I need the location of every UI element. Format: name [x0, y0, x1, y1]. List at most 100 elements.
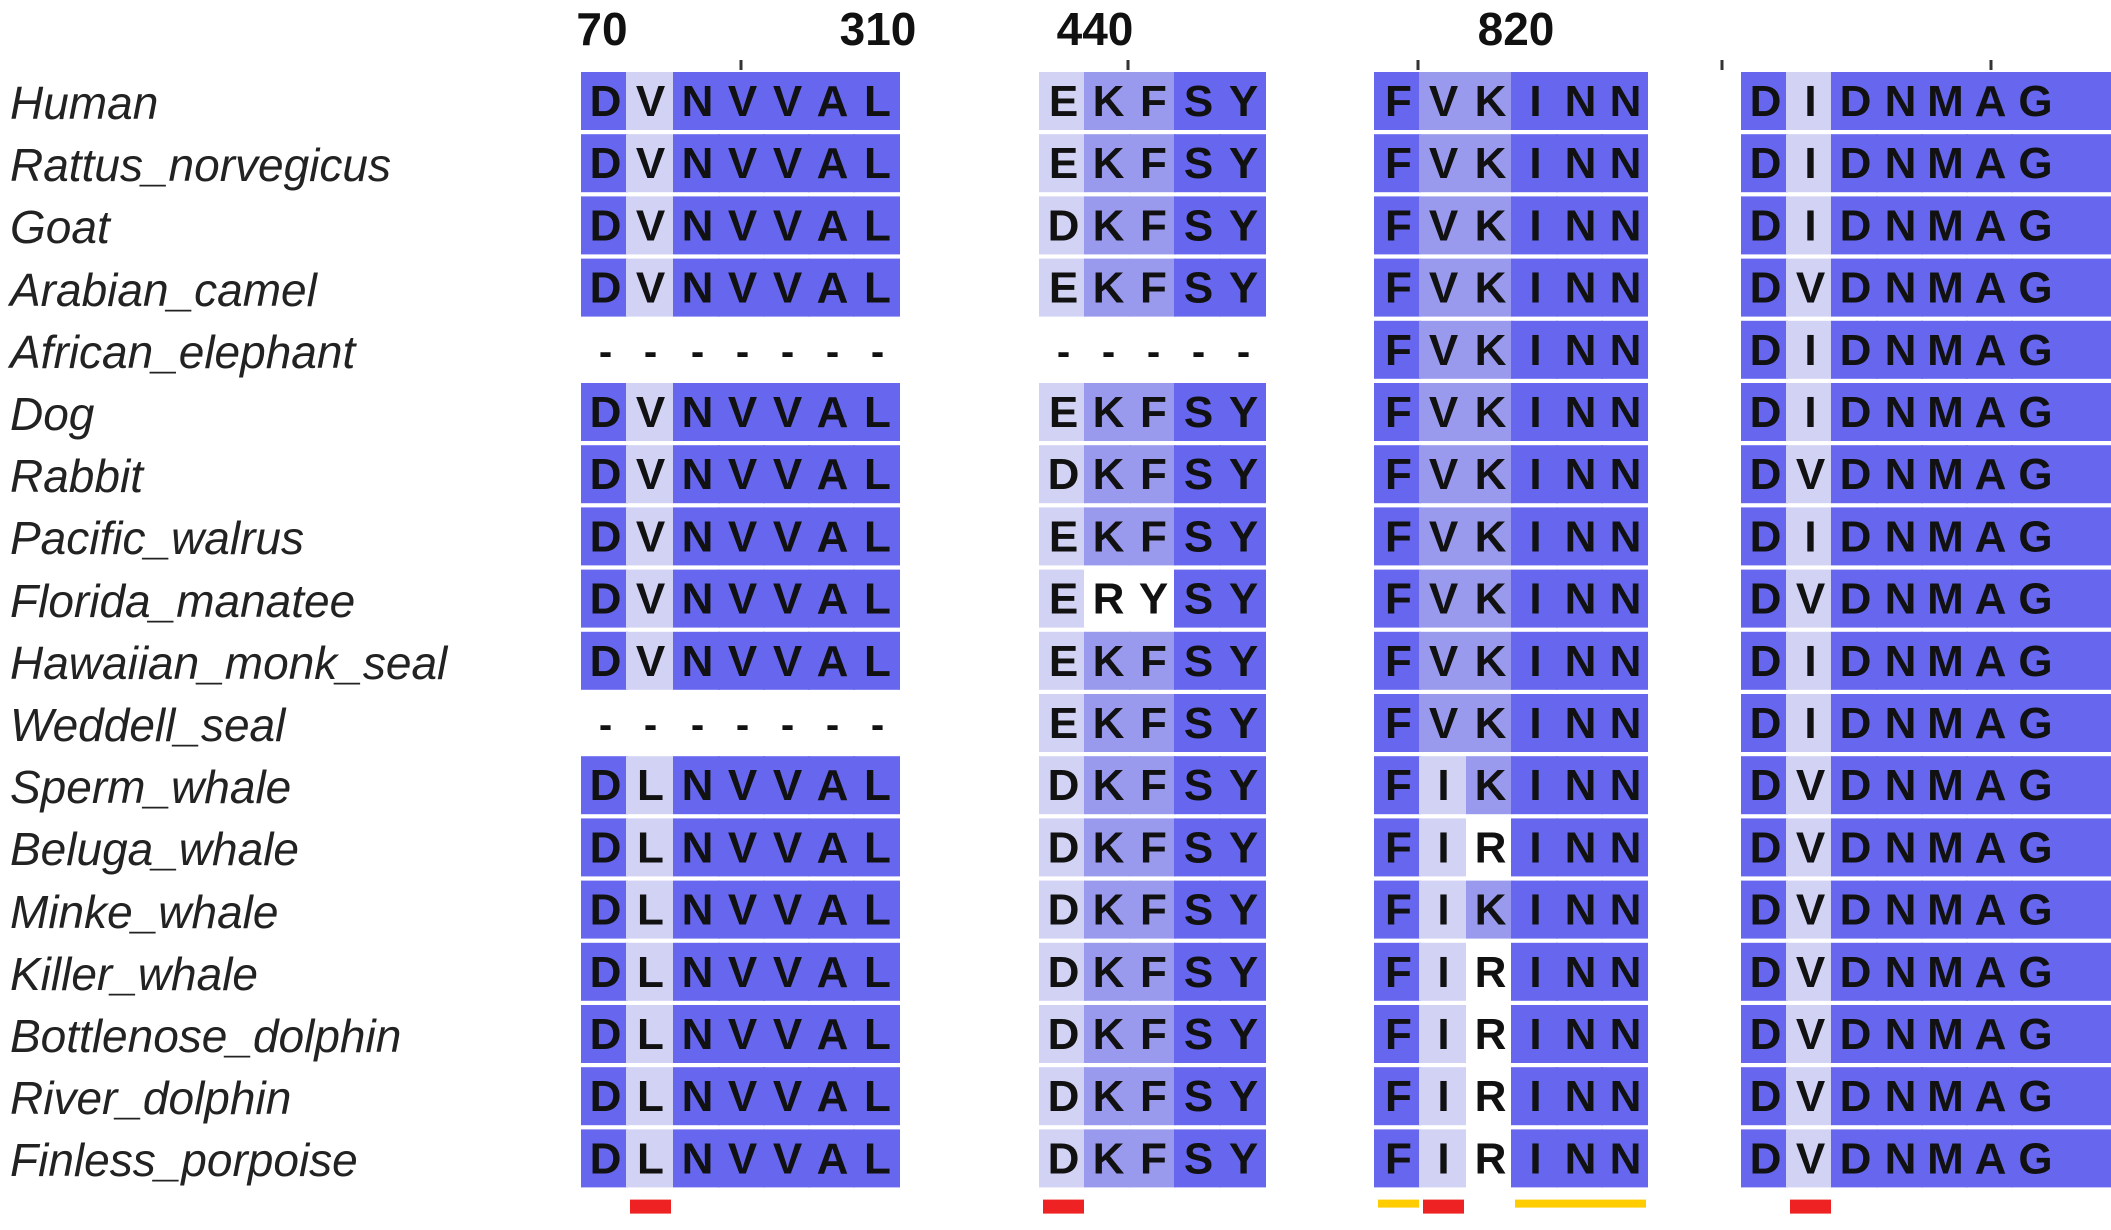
residue-letter: Y [1229, 886, 1258, 935]
residue-cell [1556, 631, 1603, 690]
residue-cell [1876, 1005, 1923, 1063]
residue-letter: I [1529, 637, 1541, 686]
residue-letter: N [1565, 823, 1597, 872]
residue-letter: N [1885, 823, 1917, 872]
residue-cell [1921, 880, 1968, 939]
residue-cell [1466, 942, 1513, 1001]
residue-cell [1601, 383, 1648, 441]
residue-cell [1786, 1129, 1833, 1188]
residue-cell [1419, 507, 1466, 566]
residue-letter: S [1184, 264, 1213, 313]
residue-cell [1741, 818, 1788, 877]
residue-letter: R [1475, 948, 1507, 997]
residue-cell [1786, 196, 1833, 255]
residue-letter: Y [1229, 1010, 1258, 1059]
residue-cell [1219, 258, 1266, 317]
residue-cell [1466, 1129, 1513, 1188]
residue-letter: G [2018, 77, 2052, 126]
residue-cell [1786, 507, 1833, 566]
residue-letter: K [1093, 512, 1125, 561]
residue-cell [1374, 258, 1421, 317]
residue-cell [673, 134, 720, 193]
residue-letter: D [590, 139, 622, 188]
residue-cell [763, 942, 810, 1001]
residue-letter: D [1750, 264, 1782, 313]
residue-cell [1511, 72, 1558, 130]
residue-letter: - [1102, 330, 1115, 374]
residue-letter: I [1529, 450, 1541, 499]
residue-cell [1039, 383, 1086, 441]
residue-letter: M [1927, 575, 1964, 624]
residue-letter: K [1093, 201, 1125, 250]
residue-letter: K [1093, 761, 1125, 810]
residue-letter: G [2018, 450, 2052, 499]
residue-cell [853, 507, 900, 566]
residue-letter: V [728, 886, 758, 935]
residue-letter: L [637, 1134, 664, 1183]
residue-cell [1601, 1005, 1648, 1063]
residue-cell [1741, 1129, 1788, 1188]
residue-letter: A [1975, 575, 2007, 624]
residue-letter: V [636, 388, 666, 437]
residue-cell [626, 880, 673, 939]
residue-letter: D [590, 264, 622, 313]
residue-cell [853, 134, 900, 193]
residue-letter: F [1140, 139, 1167, 188]
residue-cell [673, 818, 720, 877]
residue-cell [853, 445, 900, 504]
residue-cell [1129, 1129, 1176, 1188]
residue-cell [1921, 942, 1968, 1001]
residue-letter: D [1840, 326, 1872, 375]
residue-letter: Y [1229, 512, 1258, 561]
residue-letter: - [781, 703, 794, 747]
residue-letter: I [1437, 1010, 1449, 1059]
residue-cell [763, 72, 810, 130]
residue-cell [581, 631, 628, 690]
residue-cell [626, 258, 673, 317]
residue-cell [763, 1067, 810, 1126]
residue-cell [1084, 383, 1131, 441]
residue-letter: A [817, 1010, 849, 1059]
residue-cell [1966, 445, 2013, 504]
residue-cell [1601, 320, 1648, 379]
residue-cell [1876, 258, 1923, 317]
residue-letter: N [1885, 201, 1917, 250]
residue-cell [1741, 694, 1788, 752]
residue-cell [1831, 196, 1878, 255]
residue-cell [2011, 507, 2111, 566]
residue-cell [1039, 569, 1086, 628]
residue-letter: I [1437, 1072, 1449, 1121]
residue-letter: I [1529, 1134, 1541, 1183]
residue-cell [718, 445, 765, 504]
residue-cell [2011, 569, 2111, 628]
residue-letter: N [1885, 77, 1917, 126]
residue-letter: N [682, 1134, 714, 1183]
residue-letter: A [1975, 1072, 2007, 1121]
residue-letter: - [1147, 330, 1160, 374]
residue-cell [1084, 445, 1131, 504]
residue-cell [1129, 880, 1176, 939]
residue-letter: V [1796, 575, 1826, 624]
residue-cell [853, 569, 900, 628]
residue-cell [1129, 818, 1176, 877]
residue-letter: D [1840, 139, 1872, 188]
residue-cell [1556, 942, 1603, 1001]
residue-letter: F [1140, 264, 1167, 313]
residue-letter: K [1093, 886, 1125, 935]
residue-cell [808, 1005, 855, 1063]
residue-cell [1374, 383, 1421, 441]
residue-cell [1601, 818, 1648, 877]
residue-letter: D [1840, 1072, 1872, 1121]
residue-letter: I [1804, 201, 1816, 250]
residue-letter: V [773, 388, 803, 437]
residue-cell [1876, 1067, 1923, 1126]
residue-letter: A [1975, 450, 2007, 499]
residue-cell [626, 942, 673, 1001]
residue-cell [581, 880, 628, 939]
residue-letter: F [1140, 823, 1167, 872]
residue-cell [1921, 1067, 1968, 1126]
residue-cell [1831, 756, 1878, 815]
residue-letter: D [1048, 201, 1080, 250]
residue-letter: M [1927, 450, 1964, 499]
